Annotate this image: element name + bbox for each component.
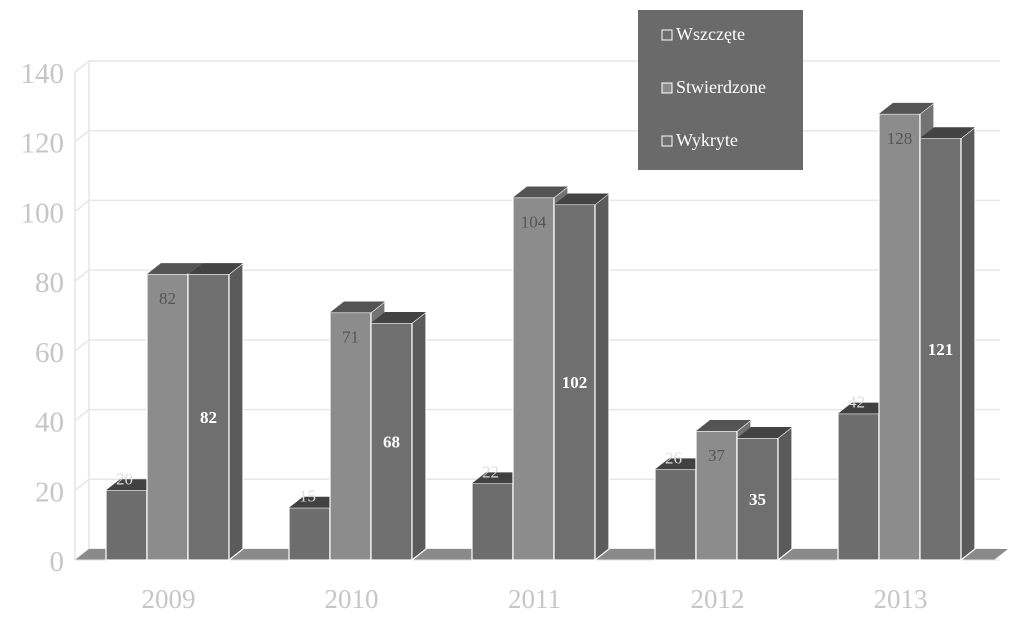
data-label-wszczęte-2010: 15 xyxy=(299,487,316,506)
y-tick-label: 140 xyxy=(21,58,65,90)
bar-side-wykryte-2010 xyxy=(411,310,427,562)
legend-swatch xyxy=(661,135,673,147)
bar-side-wykryte-2011 xyxy=(594,192,610,562)
data-labels: 20 82 82 15 71 68 22 104 102 26 37 35 42 128 121 xyxy=(116,129,953,509)
y-tick-label: 80 xyxy=(35,267,64,299)
data-label-wykryte-2010: 68 xyxy=(383,432,400,451)
bar-top-stwierdzone-2012 xyxy=(696,420,751,432)
bar-side-wykryte-2009 xyxy=(228,261,244,562)
bar-wykryte-2013 xyxy=(919,137,962,561)
data-label-wykryte-2011: 102 xyxy=(562,373,588,392)
bar-top-stwierdzone-2009 xyxy=(147,263,202,275)
data-label-wszczęte-2012: 26 xyxy=(665,448,682,467)
gridline-side xyxy=(74,478,90,491)
bar-top-wykryte-2010 xyxy=(371,311,426,323)
legend-label: Stwierdzone xyxy=(676,77,766,97)
bar-stwierdzone-2009 xyxy=(146,273,189,561)
x-tick-label: 2011 xyxy=(508,584,561,614)
y-tick-label: 0 xyxy=(50,546,65,578)
x-axis-ticks: 2009 2010 2011 2012 2013 xyxy=(142,584,928,614)
y-tick-label: 40 xyxy=(35,407,64,439)
bar-wszczęte-2012 xyxy=(654,468,697,561)
x-tick-label: 2009 xyxy=(142,584,196,614)
bar-wszczęte-2009 xyxy=(105,489,148,561)
gridline-side xyxy=(74,130,90,143)
gridline-side xyxy=(74,408,90,422)
legend-swatch xyxy=(661,29,673,41)
data-label-stwierdzone-2011: 104 xyxy=(521,212,547,231)
bar-wykryte-2009 xyxy=(187,273,230,561)
bar-stwierdzone-2011 xyxy=(512,196,555,561)
bar-wykryte-2012 xyxy=(736,437,779,561)
gridline-side xyxy=(74,269,90,282)
data-label-wszczęte-2013: 42 xyxy=(848,393,865,412)
x-tick-label: 2010 xyxy=(325,584,379,614)
data-label-wykryte-2012: 35 xyxy=(749,490,766,509)
bar-wszczęte-2013 xyxy=(837,413,880,561)
bar-wykryte-2011 xyxy=(553,203,596,561)
bar-stwierdzone-2010 xyxy=(329,311,372,561)
legend-swatch xyxy=(661,82,673,94)
y-axis-ticks: 0 20 40 60 80 100 120 140 xyxy=(21,58,65,578)
gridline-side xyxy=(74,339,90,352)
x-tick-label: 2013 xyxy=(874,584,928,614)
bar-side-wykryte-2013 xyxy=(960,125,976,562)
bar-top-wykryte-2013 xyxy=(920,127,975,139)
y-tick-label: 120 xyxy=(21,128,65,160)
legend-label: Wszczęte xyxy=(676,24,745,44)
y-tick-label: 100 xyxy=(21,197,65,229)
legend: Wszczęte Stwierdzone Wykryte xyxy=(638,10,803,170)
bar-stwierdzone-2013 xyxy=(878,113,921,561)
bar-top-stwierdzone-2013 xyxy=(879,102,934,114)
bar-top-stwierdzone-2010 xyxy=(330,301,385,313)
bars xyxy=(105,101,976,562)
data-label-stwierdzone-2012: 37 xyxy=(708,446,726,465)
bar-top-stwierdzone-2011 xyxy=(513,186,568,198)
data-label-wszczęte-2009: 20 xyxy=(116,469,133,488)
bar-top-wykryte-2012 xyxy=(737,427,792,438)
legend-label: Wykryte xyxy=(676,130,738,150)
bar-top-wykryte-2011 xyxy=(554,193,609,205)
data-label-wykryte-2013: 121 xyxy=(928,340,954,359)
gridline-side xyxy=(74,199,90,213)
data-label-stwierdzone-2009: 82 xyxy=(159,289,176,308)
data-label-wszczęte-2011: 22 xyxy=(482,462,499,481)
data-label-wykryte-2009: 82 xyxy=(200,408,217,427)
data-label-stwierdzone-2010: 71 xyxy=(342,328,359,347)
y-tick-label: 20 xyxy=(35,476,64,508)
gridline-side xyxy=(74,60,90,73)
bar-side-wykryte-2012 xyxy=(777,425,793,562)
bar-wszczęte-2010 xyxy=(288,507,331,561)
x-tick-label: 2012 xyxy=(691,584,745,614)
bar-top-wykryte-2009 xyxy=(188,263,243,275)
bar-wszczęte-2011 xyxy=(471,482,514,561)
y-tick-label: 60 xyxy=(35,337,64,369)
data-label-stwierdzone-2013: 128 xyxy=(887,129,913,148)
